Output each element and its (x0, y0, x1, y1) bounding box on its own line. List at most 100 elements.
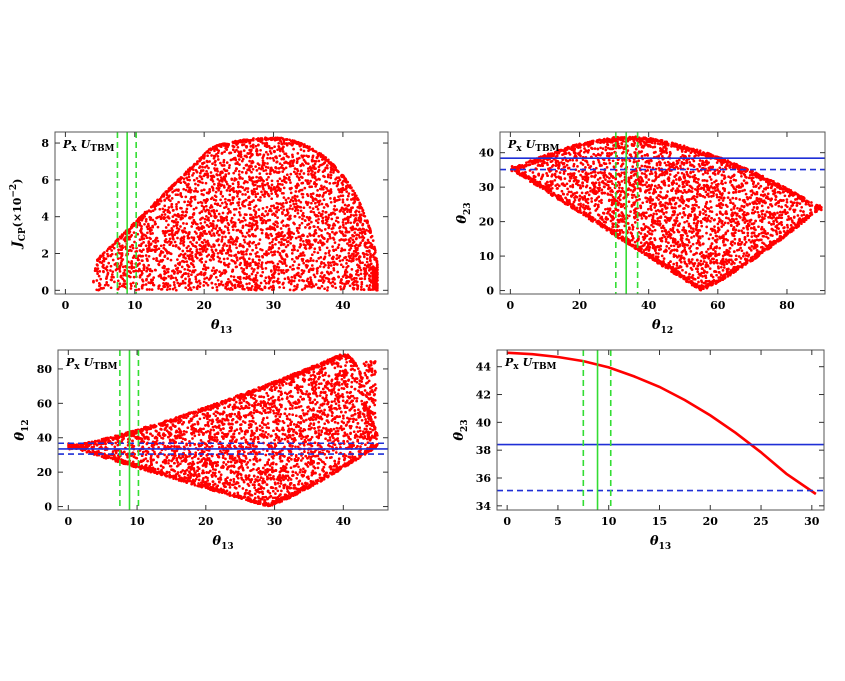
data-point (303, 143, 306, 146)
data-point (349, 186, 353, 190)
data-point (248, 165, 252, 169)
data-point (186, 234, 190, 238)
data-point (192, 211, 196, 215)
data-point (276, 221, 279, 225)
data-point (200, 189, 203, 192)
data-point (276, 179, 280, 183)
data-point (347, 203, 351, 207)
data-point (332, 260, 336, 264)
data-point (304, 244, 307, 247)
data-point (258, 238, 262, 241)
data-point (352, 283, 356, 287)
data-point (272, 286, 276, 289)
data-point (249, 288, 253, 292)
data-point (332, 211, 335, 215)
data-point (148, 226, 152, 230)
data-point (238, 257, 242, 260)
data-point (259, 148, 262, 152)
data-point (275, 156, 278, 160)
data-point (232, 190, 236, 194)
data-point (113, 280, 116, 284)
plot-area (500, 132, 825, 294)
data-point (237, 182, 240, 186)
data-point (222, 261, 226, 265)
data-point (207, 191, 210, 195)
data-point (279, 269, 283, 272)
data-point (289, 241, 292, 245)
data-point (271, 213, 274, 216)
data-point (211, 188, 215, 192)
data-point (127, 249, 131, 253)
data-point (212, 252, 216, 255)
data-point (106, 271, 110, 275)
data-point (243, 240, 247, 244)
data-point (345, 266, 349, 269)
data-point (254, 276, 258, 280)
data-point (285, 138, 289, 141)
data-point (329, 197, 332, 200)
data-point (224, 200, 227, 204)
data-point (279, 166, 283, 169)
data-point (300, 221, 304, 225)
data-point (774, 198, 777, 201)
data-point (347, 280, 351, 283)
data-point (309, 278, 313, 282)
data-point (310, 158, 314, 162)
data-point (296, 229, 299, 233)
data-point (316, 214, 320, 218)
data-point (249, 150, 253, 153)
data-point (150, 249, 153, 253)
data-point (320, 271, 323, 275)
data-point (301, 181, 305, 185)
data-point (205, 159, 209, 163)
data-point (327, 263, 331, 267)
data-point (197, 238, 201, 241)
data-point (183, 181, 187, 185)
data-point (207, 225, 211, 229)
data-point (349, 213, 353, 217)
data-point (315, 269, 319, 273)
data-point (257, 163, 261, 167)
data-point (142, 267, 146, 270)
data-point (180, 229, 184, 233)
data-point (365, 257, 369, 261)
data-point (281, 237, 284, 241)
data-point (375, 263, 379, 267)
data-point (171, 276, 175, 280)
data-point (311, 149, 315, 153)
data-point (372, 282, 376, 286)
data-point (311, 175, 315, 179)
data-point (176, 269, 179, 272)
data-point (204, 181, 208, 185)
data-point (206, 266, 210, 270)
data-point (305, 259, 308, 263)
data-point (237, 281, 241, 285)
data-point (229, 188, 233, 192)
data-point (182, 244, 186, 247)
data-point (102, 263, 105, 267)
data-point (284, 152, 288, 156)
data-point (648, 191, 651, 195)
data-point (244, 171, 248, 174)
data-point (328, 232, 331, 236)
data-point (272, 226, 276, 230)
data-point (301, 162, 304, 166)
data-point (262, 218, 266, 222)
data-point (260, 248, 264, 252)
data-point (188, 230, 191, 234)
data-point (123, 279, 126, 283)
data-point (238, 242, 242, 246)
data-point (330, 271, 333, 275)
data-point (218, 204, 222, 208)
data-point (147, 241, 151, 245)
data-point (242, 268, 246, 271)
data-point (373, 284, 377, 288)
data-point (234, 157, 237, 161)
data-point (302, 254, 306, 257)
data-point (312, 173, 315, 177)
data-point (220, 170, 224, 174)
data-point (268, 172, 272, 175)
data-point (306, 235, 309, 238)
data-point (216, 255, 220, 259)
data-point (263, 252, 266, 256)
